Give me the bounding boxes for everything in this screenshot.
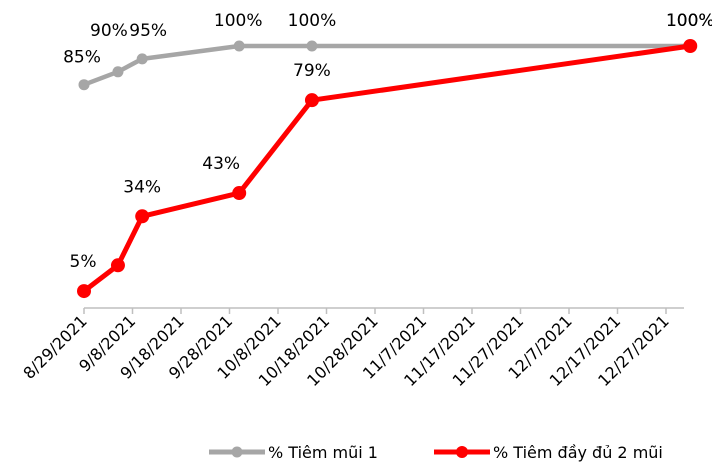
data-point [232, 186, 247, 201]
legend-item-series-2: % Tiêm đầy đủ 2 mũi [434, 443, 663, 462]
legend-label-series-1: % Tiêm mũi 1 [268, 443, 378, 462]
data-point [110, 258, 125, 273]
data-point [136, 53, 148, 65]
data-label: 100% [666, 11, 712, 31]
data-label: 34% [123, 177, 161, 197]
data-point [304, 93, 319, 108]
data-label: 95% [129, 21, 167, 41]
data-point [112, 66, 124, 78]
x-axis-ticks: 8/29/20219/8/20219/18/20219/28/202110/8/… [19, 308, 673, 390]
series-layer: 85%90% 95% 100% 100% 100%5%34%43%79%100% [63, 11, 712, 299]
data-point [233, 40, 245, 52]
data-point [683, 39, 698, 53]
data-point [77, 284, 91, 299]
data-label: 100% [214, 11, 263, 31]
data-label: 100% [666, 11, 712, 31]
series-line-2 [81, 43, 693, 294]
data-label: 90% [90, 21, 128, 41]
data-point [135, 209, 150, 224]
legend: % Tiêm mũi 1 % Tiêm đầy đủ 2 mũi [209, 443, 663, 462]
legend-marker-series-2 [456, 446, 468, 458]
data-label: 79% [293, 61, 331, 81]
legend-item-series-1: % Tiêm mũi 1 [209, 443, 378, 462]
data-label: 85% [63, 48, 101, 68]
x-tick-label: 8/29/2021 [19, 311, 90, 382]
series-line-1 [81, 43, 693, 87]
data-label: 5% [70, 252, 97, 272]
legend-marker-series-1 [231, 446, 243, 458]
legend-label-series-2: % Tiêm đầy đủ 2 mũi [493, 443, 663, 462]
data-label: 43% [202, 154, 240, 174]
data-label: 100% [288, 11, 337, 31]
data-point [306, 40, 318, 52]
data-point [78, 79, 90, 91]
